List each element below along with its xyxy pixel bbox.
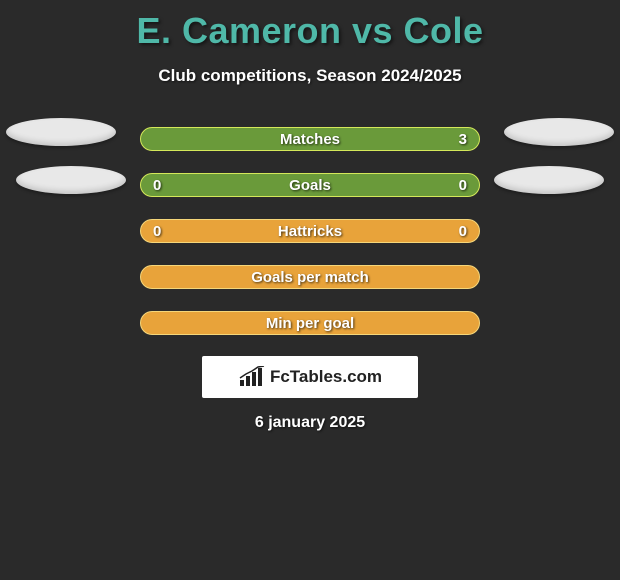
stat-pill-goals: 0 Goals 0 bbox=[140, 173, 480, 197]
stat-label: Hattricks bbox=[278, 223, 342, 240]
stat-row: Min per goal bbox=[0, 300, 620, 346]
stat-label: Min per goal bbox=[266, 315, 354, 332]
stat-label: Matches bbox=[280, 131, 340, 148]
stat-pill-goals-per-match: Goals per match bbox=[140, 265, 480, 289]
stat-pill-hattricks: 0 Hattricks 0 bbox=[140, 219, 480, 243]
stat-row: 0 Hattricks 0 bbox=[0, 208, 620, 254]
stat-row: 0 Goals 0 bbox=[0, 162, 620, 208]
stat-pill-min-per-goal: Min per goal bbox=[140, 311, 480, 335]
stats-container: Matches 3 0 Goals 0 0 Hattricks 0 Goals … bbox=[0, 116, 620, 346]
stat-value-right: 0 bbox=[459, 177, 467, 194]
date-label: 6 january 2025 bbox=[0, 414, 620, 432]
stat-row: Matches 3 bbox=[0, 116, 620, 162]
stat-row: Goals per match bbox=[0, 254, 620, 300]
stat-value-right: 0 bbox=[459, 223, 467, 240]
stat-value-left: 0 bbox=[153, 223, 161, 240]
branding-text: FcTables.com bbox=[270, 367, 382, 387]
stat-label: Goals per match bbox=[251, 269, 369, 286]
stat-label: Goals bbox=[289, 177, 331, 194]
subtitle: Club competitions, Season 2024/2025 bbox=[0, 66, 620, 86]
stat-value-left: 0 bbox=[153, 177, 161, 194]
bar-chart-icon bbox=[238, 366, 266, 388]
branding-badge[interactable]: FcTables.com bbox=[202, 356, 418, 398]
stat-pill-matches: Matches 3 bbox=[140, 127, 480, 151]
stat-value-right: 3 bbox=[459, 131, 467, 148]
page-title: E. Cameron vs Cole bbox=[0, 0, 620, 52]
